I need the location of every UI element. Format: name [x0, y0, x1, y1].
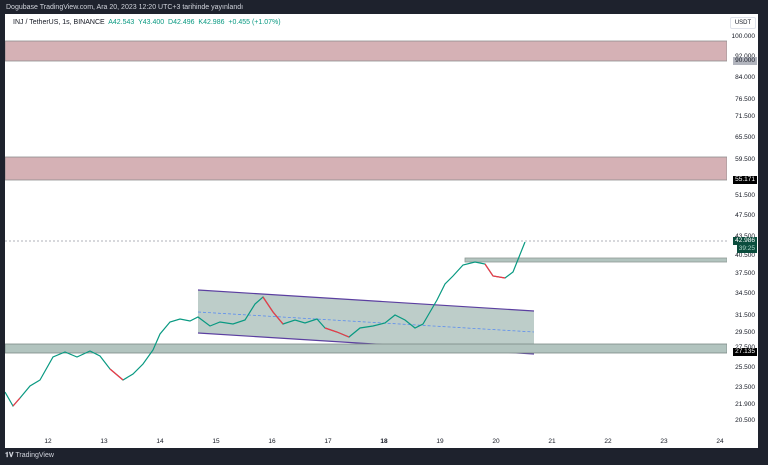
time-tick: 14: [156, 438, 164, 445]
price-tick: 51.500: [735, 192, 755, 199]
price-tick: 20.500: [735, 417, 755, 424]
support-flip-zone: [464, 257, 727, 263]
price-tick: 59.500: [735, 156, 755, 163]
time-tick: 13: [100, 438, 108, 445]
price-tick: 29.500: [735, 329, 755, 336]
price-tick: 21.900: [735, 401, 755, 408]
time-tick: 19: [436, 438, 444, 445]
close-value: K42.986: [198, 19, 225, 26]
tradingview-logo[interactable]: 𝟏𝐕 TradingView: [5, 452, 54, 460]
time-tick: 24: [716, 438, 724, 445]
price-tick: 47.500: [735, 212, 755, 219]
brand-label: TradingView: [15, 452, 54, 459]
time-tick: 12: [44, 438, 52, 445]
price-tick: 34.500: [735, 290, 755, 297]
price-tick: 65.500: [735, 134, 755, 141]
published-note: Dogubase TradingView.com, Ara 20, 2023 1…: [6, 4, 244, 11]
chart-plot[interactable]: [5, 14, 727, 448]
chart-frame: INJ / TetherUS, 1s, BINANCE A42.543 Y43.…: [5, 14, 758, 448]
time-tick: 18: [380, 438, 388, 445]
time-tick: 15: [212, 438, 220, 445]
high-value: Y43.400: [138, 19, 165, 26]
price-tick: 40.500: [735, 252, 755, 259]
price-tick: 23.500: [735, 384, 755, 391]
bar-countdown-badge: 39:25: [736, 245, 757, 253]
last-price-badge: 42.986: [733, 237, 757, 245]
symbol-label: INJ / TetherUS, 1s, BINANCE: [13, 19, 105, 26]
time-tick: 22: [604, 438, 612, 445]
price-tick: 84.000: [735, 74, 755, 81]
price-tick: 31.500: [735, 312, 755, 319]
price-tick: 27.500: [735, 344, 755, 351]
low-value: D42.496: [168, 19, 195, 26]
time-tick: 21: [548, 438, 556, 445]
support-zone: [5, 343, 727, 354]
price-tick: 100.000: [731, 33, 756, 40]
resistance-zone-top: [5, 40, 727, 62]
resistance-zone-mid: [5, 156, 727, 181]
change-value: +0.455 (+1.07%): [228, 19, 281, 26]
price-tick: 71.500: [735, 113, 755, 120]
currency-button[interactable]: USDT: [730, 17, 756, 29]
price-axis[interactable]: USDT 100.000 92.000 84.000 76.500 71.500…: [727, 14, 758, 448]
price-tick: 43.500: [735, 233, 755, 240]
price-tick: 92.000: [735, 53, 755, 60]
tradingview-logo-icon: 𝟏𝐕: [5, 452, 14, 459]
zone-mid-price-badge: 55.171: [733, 176, 757, 184]
time-tick: 23: [660, 438, 668, 445]
price-tick: 76.500: [735, 96, 755, 103]
open-value: A42.543: [108, 19, 135, 26]
time-tick: 20: [492, 438, 500, 445]
zone-top-price-badge: 90.000: [733, 57, 757, 65]
time-tick: 16: [268, 438, 276, 445]
price-tick: 37.500: [735, 270, 755, 277]
price-tick: 25.500: [735, 364, 755, 371]
ohlc-legend: INJ / TetherUS, 1s, BINANCE A42.543 Y43.…: [13, 19, 281, 26]
support-price-badge: 27.135: [733, 348, 757, 356]
price-path-down-segments: [12, 263, 506, 407]
time-tick: 17: [324, 438, 332, 445]
